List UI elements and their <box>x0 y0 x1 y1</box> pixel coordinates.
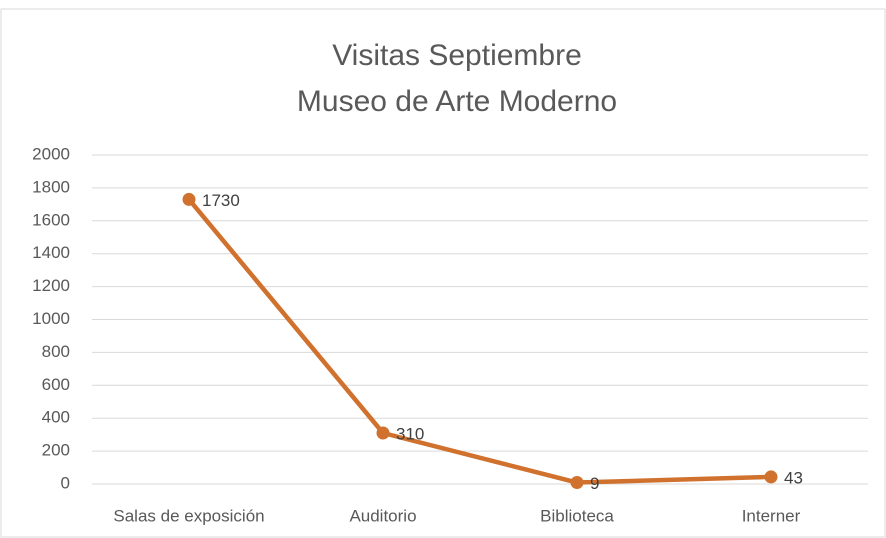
data-point <box>764 470 778 484</box>
y-tick-label: 1200 <box>32 276 70 295</box>
data-point <box>182 192 196 206</box>
y-tick-label: 200 <box>42 441 70 460</box>
chart-title: Visitas Septiembre <box>332 39 582 72</box>
data-label: 310 <box>396 424 424 443</box>
y-tick-label: 1000 <box>32 309 70 328</box>
chart-title: Museo de Arte Moderno <box>297 85 617 118</box>
data-label: 43 <box>784 468 803 487</box>
x-tick-label: Auditorio <box>349 506 416 525</box>
data-label: 1730 <box>202 191 240 210</box>
data-point <box>570 476 584 490</box>
y-tick-label: 1800 <box>32 177 70 196</box>
data-label: 9 <box>590 474 599 493</box>
data-point <box>376 426 390 440</box>
y-tick-label: 600 <box>42 375 70 394</box>
x-tick-label: Biblioteca <box>540 506 614 525</box>
x-tick-label: Interner <box>742 506 801 525</box>
y-tick-label: 0 <box>61 473 70 492</box>
x-tick-label: Salas de exposición <box>113 506 264 525</box>
y-tick-label: 2000 <box>32 144 70 163</box>
y-tick-label: 800 <box>42 342 70 361</box>
y-tick-label: 1400 <box>32 243 70 262</box>
y-tick-label: 1600 <box>32 210 70 229</box>
data-line <box>187 197 772 485</box>
y-tick-label: 400 <box>42 408 70 427</box>
